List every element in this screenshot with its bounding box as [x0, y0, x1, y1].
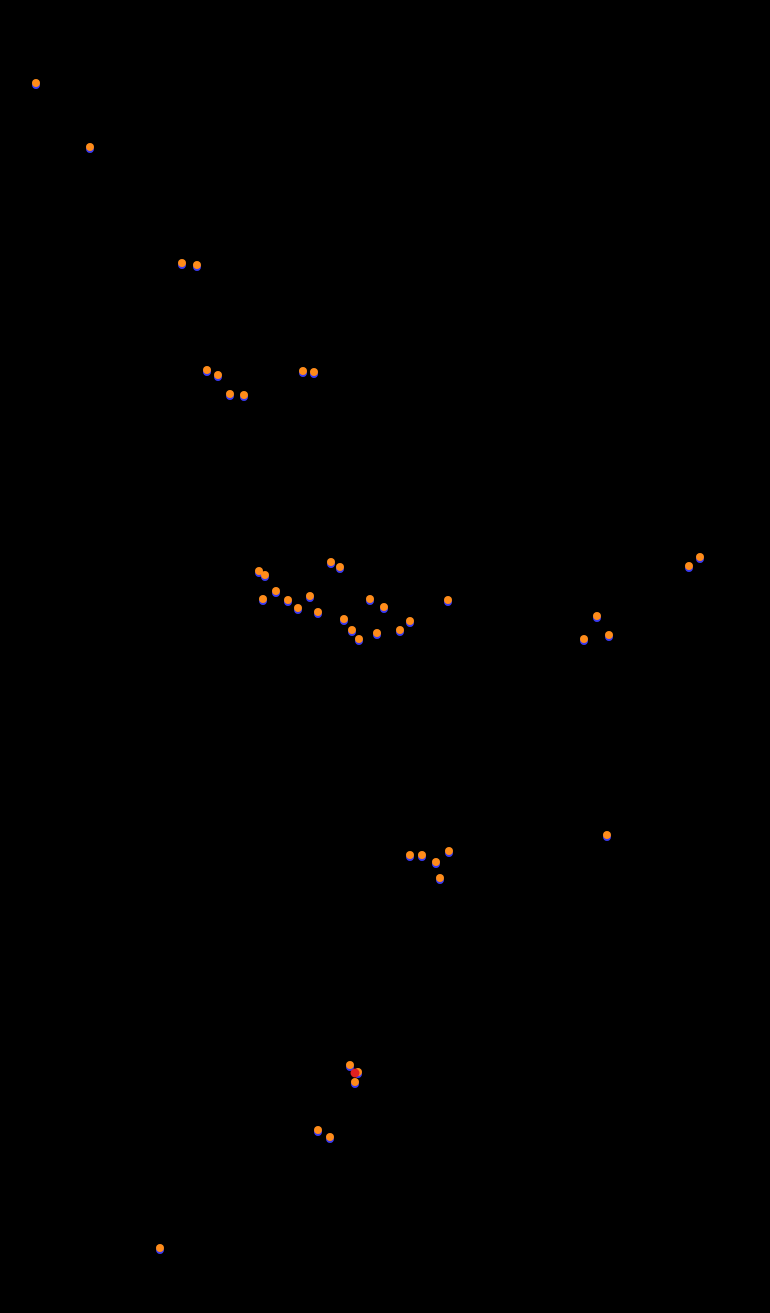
scatter-point	[366, 595, 374, 603]
scatter-point	[203, 366, 211, 374]
scatter-point	[314, 608, 322, 616]
scatter-point	[32, 79, 40, 87]
scatter-point	[685, 562, 693, 570]
scatter-point-highlight	[351, 1069, 360, 1078]
scatter-point	[272, 587, 280, 595]
scatter-point	[310, 368, 318, 376]
scatter-point	[605, 631, 613, 639]
scatter-point	[240, 391, 248, 399]
scatter-point	[373, 629, 381, 637]
scatter-point	[299, 367, 307, 375]
scatter-point	[214, 371, 222, 379]
scatter-plot	[0, 0, 770, 1313]
scatter-point	[406, 617, 414, 625]
scatter-point	[380, 603, 388, 611]
scatter-point	[418, 851, 426, 859]
scatter-point	[355, 635, 363, 643]
scatter-point	[603, 831, 611, 839]
scatter-point	[178, 259, 186, 267]
scatter-point	[396, 626, 404, 634]
scatter-point	[436, 874, 444, 882]
scatter-point	[593, 612, 601, 620]
scatter-point	[226, 390, 234, 398]
scatter-point	[284, 596, 292, 604]
scatter-point	[193, 261, 201, 269]
scatter-point	[348, 626, 356, 634]
scatter-point	[444, 596, 452, 604]
scatter-point	[326, 1133, 334, 1141]
scatter-point	[432, 858, 440, 866]
scatter-point	[294, 604, 302, 612]
scatter-point	[261, 571, 269, 579]
scatter-point	[314, 1126, 322, 1134]
scatter-point	[340, 615, 348, 623]
scatter-point	[696, 553, 704, 561]
scatter-point	[86, 143, 94, 151]
scatter-point	[406, 851, 414, 859]
scatter-point	[327, 558, 335, 566]
scatter-point	[306, 592, 314, 600]
scatter-point	[156, 1244, 164, 1252]
scatter-point	[445, 847, 453, 855]
scatter-point	[336, 563, 344, 571]
scatter-point	[351, 1078, 359, 1086]
scatter-point	[259, 595, 267, 603]
scatter-point	[580, 635, 588, 643]
